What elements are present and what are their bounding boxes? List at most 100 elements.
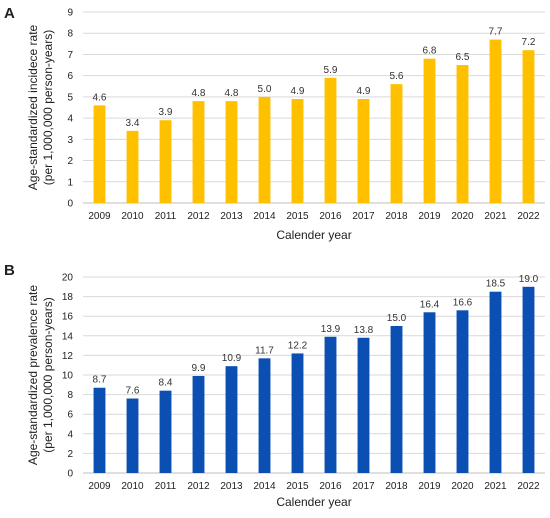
data-label: 13.9: [321, 324, 341, 335]
y-tick-label: 5: [67, 92, 73, 103]
bar: [423, 58, 436, 203]
bar: [489, 39, 502, 203]
x-tick-label: 2022: [517, 481, 540, 492]
bar: [93, 387, 106, 473]
data-label: 4.8: [225, 88, 239, 99]
x-tick-label: 2013: [220, 211, 243, 222]
data-label: 4.9: [291, 86, 305, 97]
bar: [225, 101, 238, 203]
y-tick-label: 18: [62, 292, 74, 303]
x-tick-label: 2019: [418, 481, 441, 492]
data-label: 6.8: [423, 46, 437, 57]
y-tick-label: 14: [62, 331, 74, 342]
bar: [126, 130, 139, 203]
x-tick-label: 2011: [155, 481, 177, 492]
x-tick-label: 2014: [253, 211, 276, 222]
data-label: 7.2: [522, 37, 536, 48]
bar: [522, 50, 535, 204]
data-label: 16.4: [420, 299, 440, 310]
y-tick-label: 2: [67, 156, 73, 167]
data-label: 5.0: [258, 84, 272, 95]
bar: [192, 375, 205, 473]
bar: [522, 286, 535, 473]
x-tick-label: 2009: [88, 211, 111, 222]
y-axis-title-line1: Age-standardized prevalence rate: [26, 285, 40, 465]
y-axis-title-line2: (per 1,000,000 person-years): [41, 30, 55, 185]
y-tick-label: 10: [62, 371, 74, 382]
x-tick-label: 2015: [286, 211, 309, 222]
bar: [93, 105, 106, 203]
bar: [324, 336, 337, 473]
data-label: 16.6: [453, 297, 473, 308]
x-tick-label: 2020: [451, 481, 474, 492]
x-tick-label: 2022: [517, 211, 540, 222]
bar: [390, 326, 403, 473]
y-tick-label: 6: [67, 410, 73, 421]
x-tick-label: 2010: [121, 481, 144, 492]
y-tick-label: 8: [67, 29, 73, 40]
x-tick-label: 2021: [484, 481, 507, 492]
data-label: 3.4: [126, 118, 140, 129]
y-axis-title-line2: (per 1,000,000 person-years): [41, 297, 55, 452]
x-tick-label: 2013: [220, 481, 243, 492]
y-tick-label: 1: [67, 177, 73, 188]
x-tick-label: 2012: [187, 211, 210, 222]
data-label: 11.7: [255, 345, 274, 356]
y-tick-label: 9: [67, 8, 73, 19]
y-tick-label: 16: [62, 312, 74, 323]
panel-label-a: A: [4, 5, 15, 22]
x-tick-label: 2016: [319, 211, 342, 222]
x-tick-label: 2018: [385, 211, 408, 222]
y-tick-label: 2: [67, 449, 73, 460]
data-label: 19.0: [519, 274, 539, 285]
data-label: 4.6: [93, 92, 107, 103]
bar: [159, 120, 172, 203]
panel-label-b: B: [4, 262, 15, 279]
data-label: 5.6: [390, 71, 404, 82]
y-tick-label: 3: [67, 135, 73, 146]
data-label: 8.7: [93, 375, 107, 386]
bar: [192, 101, 205, 203]
data-label: 7.6: [126, 386, 140, 397]
bar: [357, 337, 370, 473]
chart-panel-a: 0 1 2 3 4 5 6 7 8 9 4.6 2009 3.4 2010 3.9 2011 4.8 2012 4.…: [26, 8, 545, 242]
x-tick-label: 2016: [319, 481, 342, 492]
bar: [258, 96, 271, 203]
data-label: 12.2: [288, 340, 308, 351]
y-tick-label: 4: [67, 114, 73, 125]
x-tick-label: 2012: [187, 481, 210, 492]
x-tick-label: 2019: [418, 211, 441, 222]
bar: [159, 390, 172, 473]
x-tick-label: 2021: [484, 211, 507, 222]
x-tick-label: 2015: [286, 481, 309, 492]
bar: [126, 398, 139, 473]
x-tick-label: 2009: [88, 481, 111, 492]
bar: [390, 84, 403, 203]
bar: [357, 99, 370, 203]
bar: [456, 310, 469, 473]
data-label: 9.9: [192, 363, 206, 374]
data-label: 8.4: [159, 378, 173, 389]
y-tick-label: 7: [67, 50, 73, 61]
x-tick-label: 2020: [451, 211, 474, 222]
y-axis-title-line1: Age-standardized incidece rate: [26, 24, 40, 190]
data-label: 13.8: [354, 325, 374, 336]
x-axis-title: Calender year: [276, 228, 351, 242]
bar: [291, 99, 304, 203]
x-tick-label: 2011: [155, 211, 177, 222]
y-tick-label: 12: [62, 351, 74, 362]
x-tick-label: 2017: [352, 481, 375, 492]
bar: [225, 366, 238, 473]
bar: [423, 312, 436, 473]
bar: [291, 353, 304, 473]
x-tick-label: 2018: [385, 481, 408, 492]
data-label: 6.5: [456, 52, 470, 63]
data-label: 4.9: [357, 86, 371, 97]
data-label: 18.5: [486, 279, 506, 290]
x-axis-title: Calender year: [276, 495, 351, 509]
bar: [258, 358, 271, 473]
data-label: 10.9: [222, 353, 242, 364]
data-label: 15.0: [387, 313, 407, 324]
y-tick-label: 20: [62, 273, 74, 284]
